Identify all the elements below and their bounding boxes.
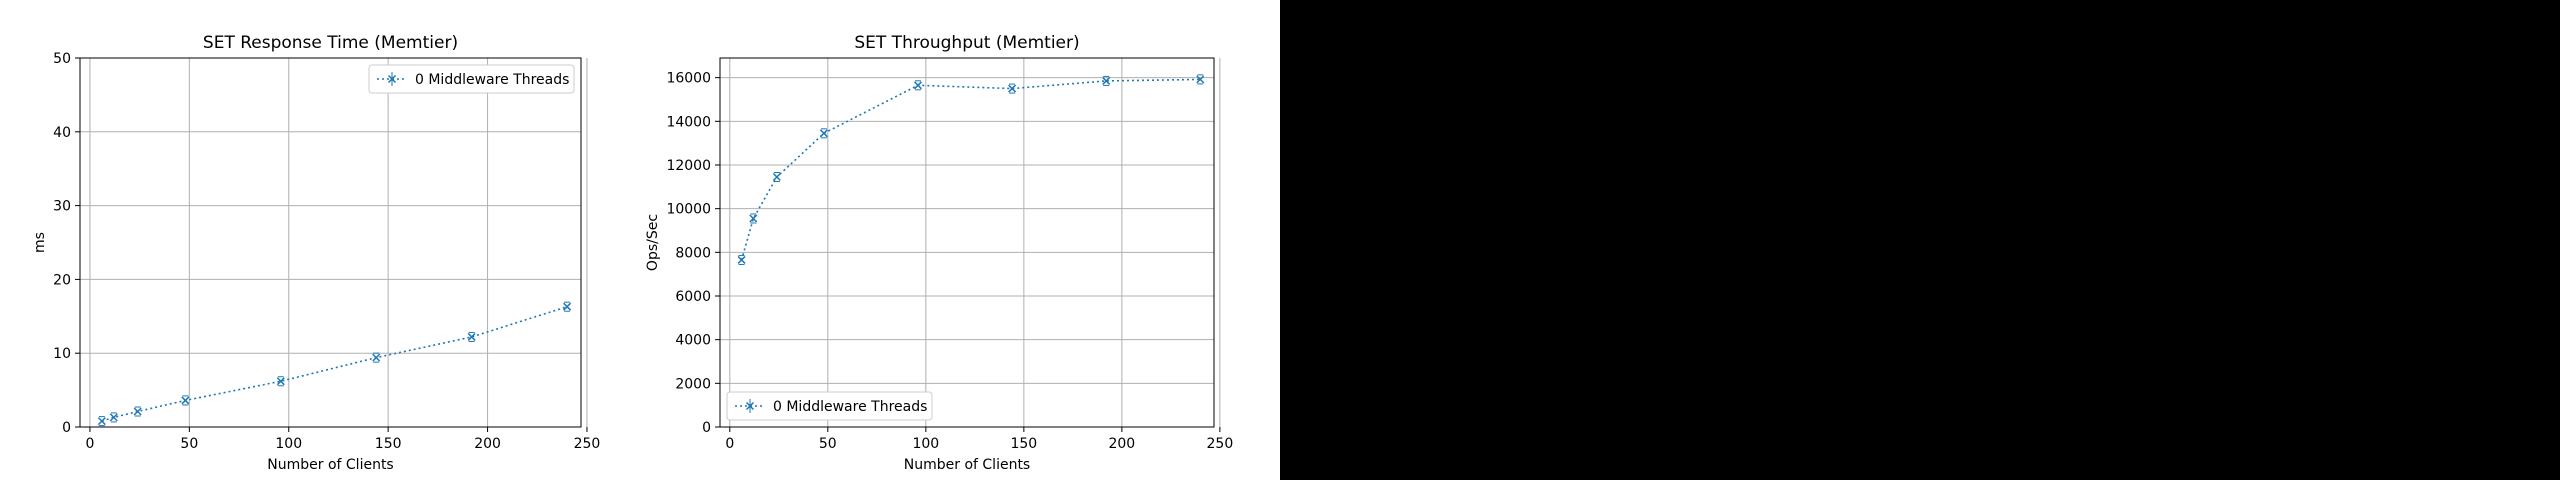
legend-label: 0 Middleware Threads [415, 72, 569, 88]
point-marker-stroke [749, 214, 758, 223]
series-line [740, 78, 1201, 261]
legend-box [726, 391, 933, 421]
data-point [97, 416, 106, 427]
data-point [563, 301, 572, 312]
data-point [133, 406, 142, 417]
x-axis-label: Number of Clients [904, 457, 1030, 473]
figure: 0 50 100 150 200 250 0 10 20 30 40 50 SET Response T… [0, 0, 1280, 480]
x-tick-label: 50 [180, 436, 198, 452]
axes-frame [79, 57, 582, 428]
y-tick-label: 16000 [666, 71, 711, 87]
y-axis-label: ms [32, 232, 48, 253]
data-point [913, 80, 923, 91]
point-marker-stroke [1196, 75, 1205, 84]
x-tick-label: 200 [1108, 436, 1135, 452]
point-marker-stroke [133, 407, 142, 416]
x-tick-label: 200 [474, 436, 501, 452]
data-point [276, 376, 285, 387]
point-marker-stroke [563, 302, 572, 311]
data-point [109, 412, 118, 423]
legend: 0 Middleware Threads [368, 64, 575, 94]
point-marker-stroke [276, 377, 285, 386]
data-point [749, 213, 758, 224]
data-point [181, 395, 190, 406]
point-marker-stroke [772, 172, 781, 182]
point-marker-stroke [97, 417, 106, 426]
y-tick-label: 2000 [675, 376, 711, 392]
point-marker-stroke [1102, 76, 1111, 85]
legend: 0 Middleware Threads [726, 391, 933, 421]
x-tick-label: 150 [1010, 436, 1037, 452]
y-tick-label: 10 [53, 346, 71, 362]
y-tick-label: 8000 [675, 245, 711, 261]
chart-title: SET Response Time (Memtier) [203, 33, 458, 53]
legend-box [368, 64, 575, 94]
x-tick-label: 250 [574, 436, 601, 452]
y-tick-label: 0 [62, 420, 71, 436]
x-tick-label: 250 [1207, 436, 1234, 452]
point-marker-stroke [467, 332, 476, 341]
y-tick-label: 50 [53, 51, 71, 67]
y-tick-label: 30 [53, 199, 71, 215]
y-tick-label: 20 [53, 272, 71, 288]
point-marker-stroke [737, 255, 746, 264]
series-line [101, 305, 568, 422]
data-point [1102, 75, 1111, 86]
data-point [819, 128, 828, 139]
point-marker-stroke [819, 129, 828, 138]
x-axis-label: Number of Clients [267, 457, 393, 473]
y-axis-label: Ops/Sec [645, 214, 661, 271]
data-point [372, 352, 381, 363]
x-tick-label: 0 [725, 436, 734, 452]
x-tick-label: 50 [819, 436, 837, 452]
x-tick-label: 0 [85, 436, 94, 452]
y-tick-label: 40 [53, 125, 71, 141]
chart-title: SET Throughput (Memtier) [854, 33, 1079, 53]
y-tick-label: 10000 [666, 202, 711, 218]
axes-frame [719, 57, 1215, 428]
chart-1: 0 50 100 150 200 250 0 10 20 30 40 50 SET Response T… [32, 33, 600, 473]
point-marker-stroke [372, 353, 381, 362]
legend-label: 0 Middleware Threads [773, 399, 927, 415]
point-marker-stroke [1008, 84, 1017, 93]
y-tick-label: 6000 [675, 289, 711, 305]
x-tick-label: 100 [275, 436, 302, 452]
data-point [772, 171, 781, 182]
data-point [1196, 74, 1205, 85]
data-point [737, 254, 746, 265]
chart-2: 0 50 100 150 200 250 0 2000 4000 6000 8000 10000 120… [645, 33, 1233, 473]
y-tick-label: 14000 [666, 114, 711, 130]
y-tick-label: 4000 [675, 333, 711, 349]
y-tick-label: 12000 [666, 158, 711, 174]
point-marker-stroke [913, 81, 923, 90]
charts-canvas: 0 50 100 150 200 250 0 10 20 30 40 50 SET Response T… [32, 33, 1233, 473]
data-point [1008, 83, 1017, 94]
x-tick-label: 100 [912, 436, 939, 452]
data-point [467, 331, 476, 342]
x-tick-label: 150 [375, 436, 402, 452]
y-tick-label: 0 [702, 420, 711, 436]
point-marker-stroke [109, 413, 118, 422]
point-marker-stroke [181, 396, 190, 405]
